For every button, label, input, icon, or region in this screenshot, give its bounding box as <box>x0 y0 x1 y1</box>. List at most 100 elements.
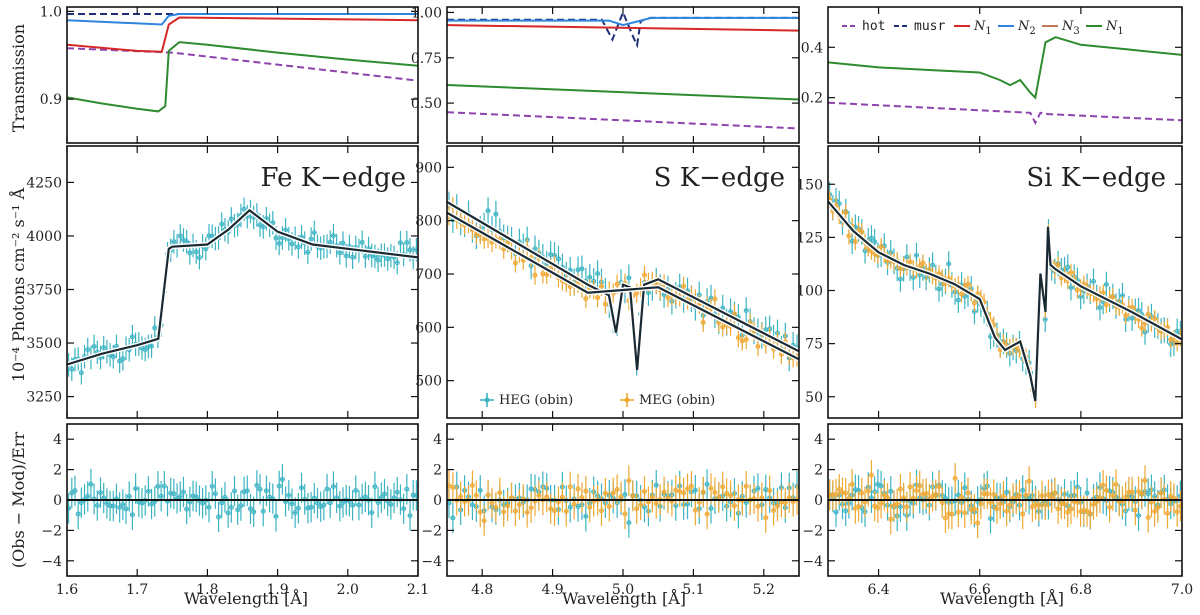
data-point <box>450 472 456 503</box>
data-point <box>731 490 737 521</box>
data-point <box>512 253 518 273</box>
data-point <box>381 478 387 510</box>
data-point <box>485 479 491 511</box>
series-line-2 <box>67 16 418 53</box>
series-line-3 <box>447 84 799 101</box>
data-point <box>949 499 955 530</box>
series-line-4 <box>447 111 799 130</box>
data-point <box>939 487 945 518</box>
data-point <box>356 489 362 521</box>
data-point <box>1033 489 1039 520</box>
data-point <box>638 489 644 520</box>
data-point <box>123 493 129 525</box>
x-tick-label: 2.1 <box>407 582 429 598</box>
data-point <box>681 477 687 509</box>
data-point <box>955 496 961 528</box>
y-tick-label: 1.00 <box>411 5 442 21</box>
data-point <box>1110 480 1116 511</box>
svg-text:musr: musr <box>914 19 945 34</box>
x-tick-label: 6.4 <box>867 582 889 598</box>
data-point <box>110 490 116 522</box>
y-tick-label: 2 <box>433 463 442 479</box>
data-point <box>276 231 282 256</box>
data-point <box>385 247 391 271</box>
data-point <box>708 473 714 504</box>
data-point <box>872 490 878 522</box>
data-point <box>642 476 648 507</box>
data-point <box>1049 482 1055 513</box>
data-point <box>501 496 507 527</box>
data-point <box>852 493 858 524</box>
data-point <box>101 482 107 514</box>
data-point <box>477 496 483 528</box>
panel-fe-k-edge-flux: 3250 3500 3750 4000 4250 <box>26 145 419 419</box>
x-tick-label: 5.2 <box>753 582 775 598</box>
data-point <box>98 477 104 508</box>
data-point <box>1065 496 1071 528</box>
data-point <box>563 496 569 527</box>
data-point <box>254 470 260 501</box>
data-point <box>129 499 135 530</box>
data-point <box>888 476 894 507</box>
data-point <box>133 473 139 504</box>
data-point <box>778 486 784 518</box>
data-point <box>1129 476 1135 508</box>
panel-fe-residuals: −4 −2 0 2 4 1.6 1.7 1.8 1.9 2.0 2.1 <box>41 423 429 598</box>
data-point <box>685 473 691 504</box>
y-tick-label: 4 <box>53 432 62 448</box>
data-point <box>117 349 123 374</box>
data-point <box>369 497 375 528</box>
data-point <box>610 477 616 509</box>
data-point <box>971 493 977 525</box>
data-point <box>587 492 593 523</box>
data-point <box>1026 465 1032 497</box>
data-point <box>602 294 608 314</box>
panel-s-transmission: 0.50 0.75 1.00 <box>411 5 800 144</box>
series-line-1 <box>828 101 1182 126</box>
model-line <box>828 200 1182 402</box>
ylabel-residual: (Obs − Mod)/Err <box>9 432 28 569</box>
y-tick-label: 100 <box>796 284 823 300</box>
data-point <box>314 487 320 519</box>
data-point <box>161 470 167 502</box>
data-point <box>567 471 573 503</box>
svg-text:HEG (obin): HEG (obin) <box>499 393 573 408</box>
data-point <box>209 471 215 502</box>
panel-si-residuals: −4 −2 0 2 4 6.4 6.6 6.8 7.0 <box>802 423 1193 598</box>
y-tick-label: 4 <box>433 432 442 448</box>
y-tick-label: 4000 <box>26 229 62 245</box>
data-point <box>653 488 659 519</box>
data-point <box>579 255 585 283</box>
data-point <box>171 229 177 254</box>
data-point <box>1000 481 1006 512</box>
data-point <box>1045 479 1051 511</box>
panel-si-transmission: 0.2 0.4 <box>801 6 1183 144</box>
data-point <box>362 481 368 513</box>
y-tick-label: 900 <box>415 160 442 176</box>
data-point <box>532 265 538 285</box>
data-point <box>98 345 104 370</box>
data-point <box>375 487 381 518</box>
x-tick-label: 1.7 <box>126 582 148 598</box>
legend-entry: N3 <box>1042 19 1080 37</box>
data-point <box>856 491 862 522</box>
x-tick-label: 1.9 <box>266 582 288 598</box>
data-point <box>759 482 765 514</box>
data-point <box>1016 480 1022 511</box>
data-point <box>622 498 628 530</box>
y-tick-label: 2 <box>814 463 823 479</box>
data-point <box>505 490 511 522</box>
y-tick-label: 150 <box>796 177 823 193</box>
data-point <box>107 343 113 367</box>
y-tick-label: 800 <box>415 214 442 230</box>
data-point <box>1155 492 1161 523</box>
annotation-fe-kedge: Fe K−edge <box>260 163 406 193</box>
data-point <box>843 478 849 509</box>
data-point <box>308 491 314 523</box>
data-point <box>790 486 796 517</box>
data-point <box>677 476 683 507</box>
data-point <box>171 478 177 510</box>
data-point <box>1168 481 1174 512</box>
data-point <box>184 493 190 525</box>
